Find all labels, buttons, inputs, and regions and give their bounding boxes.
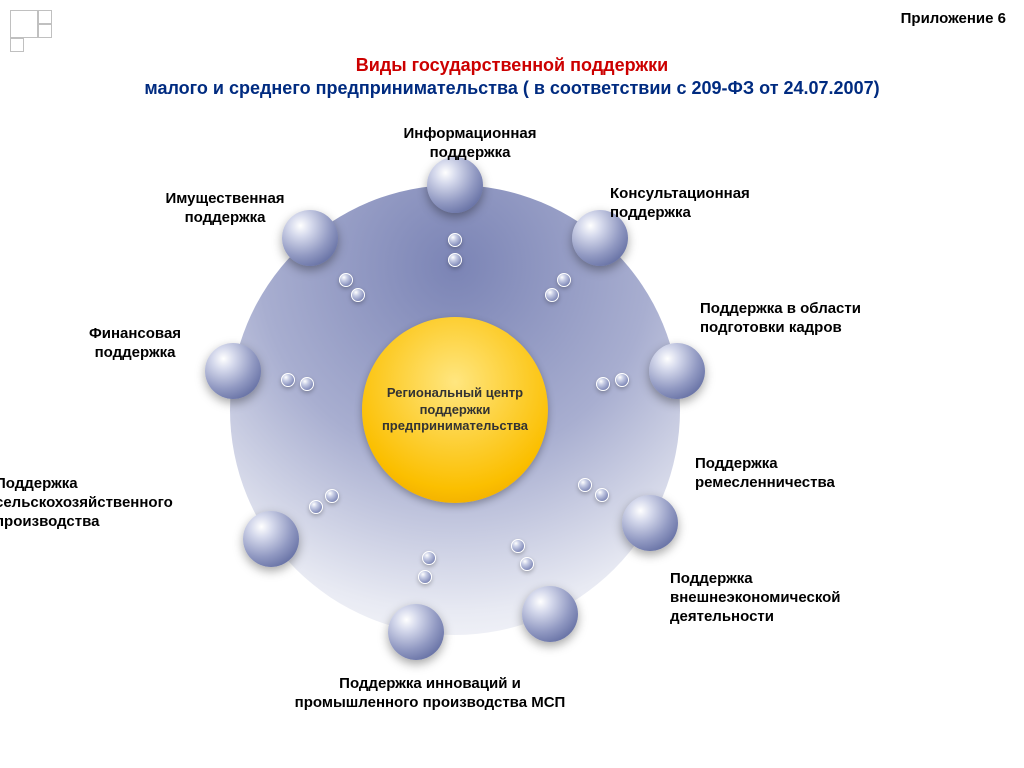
node-label: Поддержкавнешнеэкономическойдеятельности (670, 570, 940, 626)
title-block: Виды государственной поддержки малого и … (0, 55, 1024, 99)
node-label: Информационнаяподдержка (370, 125, 570, 163)
connector-dot (448, 233, 462, 247)
connector-dot (545, 288, 559, 302)
node-sphere (649, 343, 705, 399)
corner-box (38, 10, 52, 24)
node-label: Поддержка инноваций ипромышленного произ… (230, 675, 630, 713)
node-label: Консультационнаяподдержка (610, 185, 840, 223)
corner-box (38, 24, 52, 38)
node-sphere (243, 511, 299, 567)
node-label: Поддержкасельскохозяйственногопроизводст… (0, 475, 225, 531)
node-label: Поддержка в областиподготовки кадров (700, 300, 960, 338)
appendix-label: Приложение 6 (901, 10, 1006, 27)
corner-box (10, 10, 38, 38)
connector-dot (557, 273, 571, 287)
node-sphere (622, 495, 678, 551)
node-label: Имущественнаяподдержка (135, 190, 315, 228)
node-sphere (522, 586, 578, 642)
connector-dot (339, 273, 353, 287)
node-label: Поддержкаремесленничества (695, 455, 935, 493)
center-label: Региональный центр поддержки предпринима… (362, 377, 548, 444)
connector-dot (300, 377, 314, 391)
node-sphere (388, 604, 444, 660)
title-line-2: малого и среднего предпринимательства ( … (0, 78, 1024, 99)
radial-diagram: Региональный центр поддержки предпринима… (0, 130, 1024, 750)
node-label: Финансоваяподдержка (55, 325, 215, 363)
node-sphere (427, 157, 483, 213)
connector-dot (325, 489, 339, 503)
connector-dot (448, 253, 462, 267)
title-line-1: Виды государственной поддержки (0, 55, 1024, 76)
connector-dot (520, 557, 534, 571)
connector-dot (596, 377, 610, 391)
connector-dot (422, 551, 436, 565)
center-disc: Региональный центр поддержки предпринима… (362, 317, 548, 503)
corner-box (10, 38, 24, 52)
